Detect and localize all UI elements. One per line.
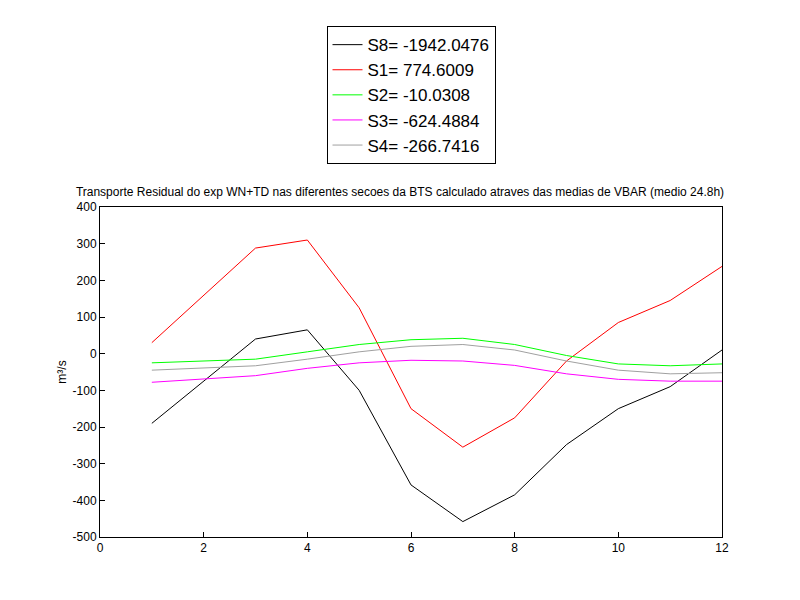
svg-text:400: 400 [77, 200, 97, 214]
svg-text:S4= -266.7416: S4= -266.7416 [368, 137, 480, 156]
svg-text:300: 300 [77, 237, 97, 251]
svg-text:2: 2 [200, 541, 207, 555]
svg-text:0: 0 [97, 541, 104, 555]
svg-text:-300: -300 [73, 457, 97, 471]
svg-text:S3= -624.4884: S3= -624.4884 [368, 112, 480, 131]
svg-text:10: 10 [612, 541, 626, 555]
svg-text:-500: -500 [73, 530, 97, 544]
svg-text:-100: -100 [73, 384, 97, 398]
svg-text:m³/s: m³/s [55, 360, 69, 383]
svg-text:0: 0 [90, 347, 97, 361]
svg-text:6: 6 [408, 541, 415, 555]
svg-text:Transporte Residual do exp WN+: Transporte Residual do exp WN+TD nas dif… [76, 185, 724, 199]
svg-text:S1= 774.6009: S1= 774.6009 [368, 61, 474, 80]
svg-text:200: 200 [77, 274, 97, 288]
svg-text:-400: -400 [73, 494, 97, 508]
svg-text:S8= -1942.0476: S8= -1942.0476 [368, 36, 489, 55]
svg-text:4: 4 [304, 541, 311, 555]
svg-text:S2= -10.0308: S2= -10.0308 [368, 86, 471, 105]
svg-text:8: 8 [511, 541, 518, 555]
svg-text:-200: -200 [73, 420, 97, 434]
svg-text:12: 12 [715, 541, 729, 555]
svg-text:100: 100 [77, 310, 97, 324]
